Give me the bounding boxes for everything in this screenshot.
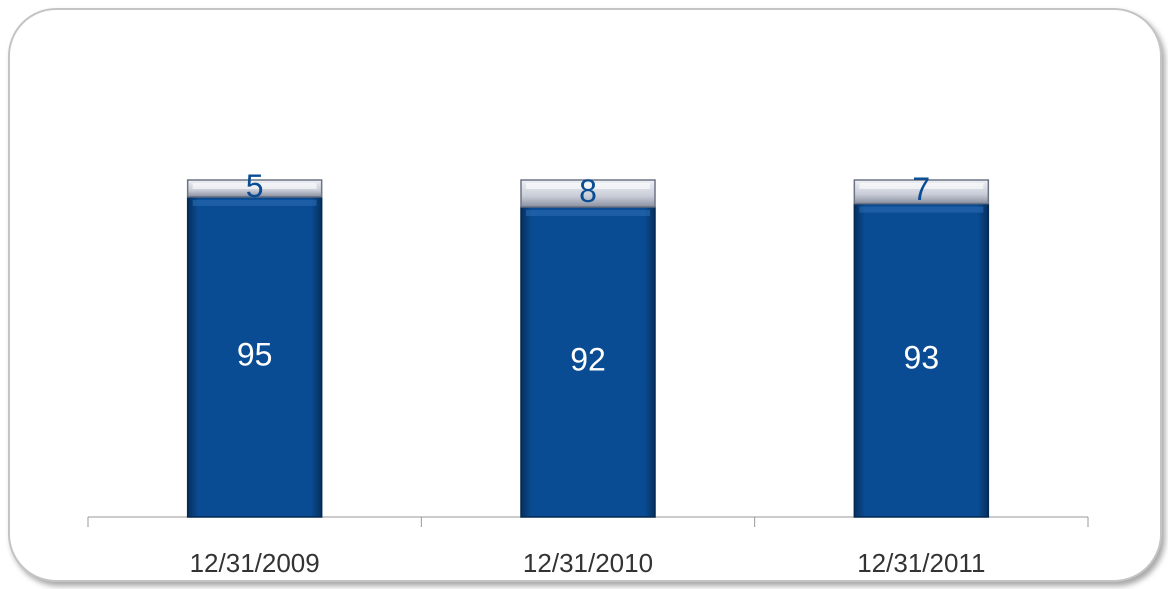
bar-segment bbox=[520, 206, 656, 518]
bar-bevel bbox=[526, 209, 650, 216]
bar-bevel bbox=[192, 183, 317, 189]
data-label: 95 bbox=[237, 336, 273, 372]
data-label: 8 bbox=[579, 173, 597, 209]
x-tick-label: 12/31/2010 bbox=[523, 548, 653, 578]
data-label: 5 bbox=[246, 168, 264, 204]
bar-bevel bbox=[859, 183, 984, 189]
bar-segment bbox=[853, 202, 990, 518]
bar-bevel bbox=[859, 206, 984, 213]
data-label: 93 bbox=[904, 340, 940, 376]
x-tick-label: 12/31/2009 bbox=[190, 548, 320, 578]
bar-bevel bbox=[192, 199, 317, 206]
bar-segment bbox=[186, 196, 323, 518]
data-label: 7 bbox=[912, 171, 930, 207]
data-label: 92 bbox=[570, 341, 606, 377]
x-tick-label: 12/31/2011 bbox=[857, 548, 985, 578]
bar-bevel bbox=[526, 183, 650, 189]
